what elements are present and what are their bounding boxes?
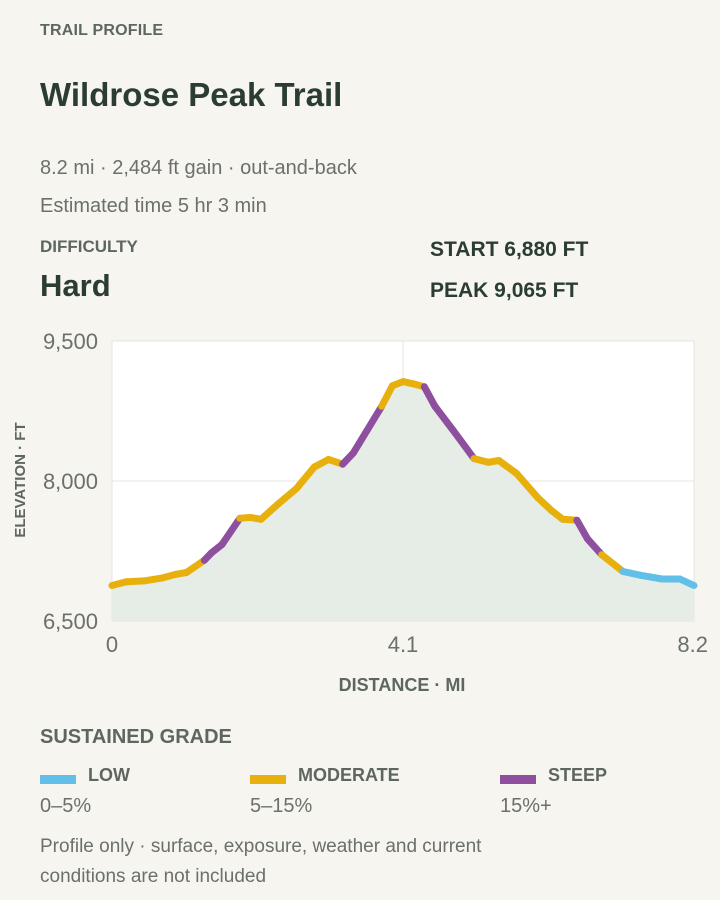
profile-segment-moderate (257, 499, 283, 523)
legend-range-low: 0–5% (40, 795, 92, 817)
y-axis-label: ELEVATION · FT (12, 422, 29, 537)
legend-item-steep: STEEP 15%+ (500, 765, 700, 825)
profile-segment-steep (420, 383, 439, 410)
legend-name-moderate: MODERATE (298, 765, 400, 785)
legend-range-steep: 15%+ (500, 795, 552, 817)
estimated-time: Estimated time 5 hr 3 min (40, 195, 267, 217)
x-tick-label: 4.1 (388, 632, 419, 657)
profile-segment-moderate (293, 463, 318, 492)
trail-title: Wildrose Peak Trail (40, 76, 343, 113)
profile-segment-steep (364, 402, 386, 434)
legend-swatch-moderate (250, 775, 286, 784)
legend-range-moderate: 5–15% (250, 795, 313, 817)
elevation-line (108, 378, 698, 589)
section-eyebrow: TRAIL PROFILE (40, 22, 164, 39)
profile-segment-moderate (598, 551, 627, 575)
elevation-chart: 6,500 8,000 9,500 0 4.1 8.2 DISTANCE · MI ELE… (12, 329, 708, 695)
profile-segment-steep (349, 426, 371, 457)
profile-segment-steep (584, 535, 606, 559)
profile-segment-steep (218, 514, 244, 548)
profile-segment-moderate (275, 485, 300, 507)
profile-segment-steep (573, 516, 591, 543)
legend-swatch-steep (500, 775, 536, 784)
x-tick-label: 8.2 (677, 632, 708, 657)
peak-elevation: PEAK 9,065 FT (430, 279, 579, 302)
footnote: Profile only · surface, exposure, weathe… (40, 836, 482, 887)
start-elevation: START 6,880 FT (430, 238, 589, 261)
legend-item-moderate: MODERATE 5–15% (250, 765, 450, 825)
y-tick-label: 9,500 (43, 329, 98, 354)
profile-segment-moderate (183, 556, 208, 576)
difficulty-value: Hard (40, 268, 111, 303)
elevation-area (112, 381, 694, 621)
legend-item-low: LOW 0–5% (40, 765, 240, 825)
y-tick-label: 6,500 (43, 609, 98, 634)
legend-name-steep: STEEP (548, 765, 608, 785)
profile-segment-moderate (513, 470, 542, 502)
y-tick-label: 8,000 (43, 469, 98, 494)
difficulty-label: DIFFICULTY (40, 237, 138, 256)
legend-name-low: LOW (88, 765, 130, 785)
x-tick-label: 0 (106, 632, 118, 657)
profile-segment-steep (431, 402, 457, 434)
profile-segment-low (637, 571, 666, 583)
profile-segment-low (676, 575, 698, 589)
profile-segment-moderate (378, 382, 396, 410)
profile-segment-steep (449, 426, 478, 463)
axis-ticks: 6,500 8,000 9,500 0 4.1 8.2 (43, 329, 708, 657)
trail-summary: 8.2 mi · 2,484 ft gain · out-and-back (40, 157, 357, 179)
profile-segment-moderate (495, 457, 521, 477)
legend-swatch-low (40, 775, 76, 784)
legend-heading: SUSTAINED GRADE (40, 726, 232, 748)
x-axis-label: DISTANCE · MI (339, 675, 466, 695)
